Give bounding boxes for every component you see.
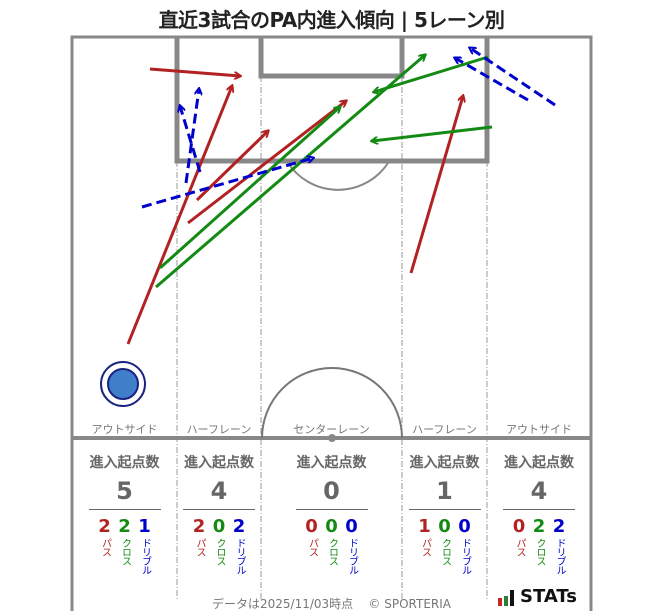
- cross-count: 0: [212, 516, 226, 537]
- dribble-count: 2: [552, 516, 566, 537]
- entry-count-heading: 進入起点数: [184, 455, 254, 471]
- lane-stats-left-outside: 進入起点数 5 2 パス 2 クロス 1 ドリブル: [72, 452, 177, 574]
- pass-count: 2: [98, 516, 111, 537]
- lane-label-left-outside: アウトサイド: [91, 423, 158, 436]
- cross-count: 0: [325, 516, 338, 537]
- pass-label: パス: [99, 538, 111, 556]
- lane-stats-right-outside: 進入起点数 4 0 パス 2 クロス 2 ドリブル: [487, 452, 591, 574]
- dribble-count: 0: [345, 516, 358, 537]
- bar-icon-green: [504, 596, 508, 606]
- bar-icon-red: [498, 598, 502, 606]
- entry-total: 4: [210, 477, 228, 505]
- bar-icon-black: [510, 590, 514, 606]
- cross-count: 0: [438, 516, 451, 537]
- cross-arrow: [374, 55, 489, 92]
- pass-label: パス: [514, 538, 525, 556]
- pass-arrow: [126, 86, 232, 345]
- dribble-label: ドリブル: [554, 538, 565, 574]
- cross-label: クロス: [439, 538, 451, 565]
- dribble-count: 0: [458, 516, 471, 537]
- dribble-arrow: [470, 48, 556, 107]
- dribble-arrow: [184, 89, 199, 184]
- center-spot: [328, 434, 336, 442]
- pass-count: 0: [305, 516, 318, 537]
- pass-label: パス: [419, 538, 431, 556]
- divider: [295, 509, 368, 510]
- dribble-count: 1: [138, 516, 151, 537]
- entry-count-heading: 進入起点数: [504, 455, 574, 471]
- cross-arrow: [372, 125, 493, 141]
- divider: [183, 509, 255, 510]
- lane-label-center: センターレーン: [293, 423, 370, 436]
- type-breakdown: 1 パス 0 クロス 0 ドリブル: [402, 516, 487, 574]
- cross-arrow: [158, 107, 340, 270]
- penalty-arc: [287, 162, 389, 191]
- lane-label-left-halfspace: ハーフレーン: [186, 423, 252, 436]
- type-breakdown: 2 パス 2 クロス 1 ドリブル: [72, 516, 177, 574]
- cross-label: クロス: [326, 538, 338, 565]
- lane-label-right-halfspace: ハーフレーン: [412, 423, 477, 436]
- entry-total: 0: [323, 477, 340, 505]
- stats-brand-logo: STATs: [498, 588, 577, 606]
- type-breakdown: 2 パス 0 クロス 2 ドリブル: [177, 516, 261, 574]
- dribble-count: 2: [232, 516, 246, 537]
- pass-count: 2: [192, 516, 206, 537]
- entry-total: 5: [116, 477, 133, 505]
- lane-stats-right-halfspace: 進入起点数 1 1 パス 0 クロス 0 ドリブル: [402, 452, 487, 574]
- lane-stats-center: 進入起点数 0 0 パス 0 クロス 0 ドリブル: [261, 452, 402, 574]
- pitch-outline: [70, 35, 593, 611]
- pass-arrow: [409, 96, 463, 274]
- entry-arrows: [126, 48, 556, 345]
- dribble-label: ドリブル: [346, 538, 358, 574]
- pass-arrow: [187, 101, 346, 225]
- data-date: データは2025/11/03時点: [211, 597, 354, 611]
- entry-count-heading: 進入起点数: [296, 455, 367, 471]
- cross-count: 2: [118, 516, 131, 537]
- dribble-arrow: [141, 158, 313, 209]
- footer-text: データは2025/11/03時点 © SPORTERIA: [0, 595, 663, 612]
- cross-label: クロス: [119, 538, 131, 565]
- divider: [408, 509, 481, 510]
- entry-count-heading: 進入起点数: [89, 455, 160, 471]
- cross-count: 2: [532, 516, 546, 537]
- cross-label: クロス: [214, 538, 225, 565]
- pass-count: 1: [418, 516, 431, 537]
- type-breakdown: 0 パス 0 クロス 0 ドリブル: [261, 516, 402, 574]
- pass-label: パス: [306, 538, 318, 556]
- dribble-label: ドリブル: [139, 538, 151, 574]
- entry-total: 1: [436, 477, 453, 505]
- center-circle: [261, 367, 403, 439]
- pass-count: 0: [512, 516, 526, 537]
- pass-label: パス: [194, 538, 205, 556]
- lane-stats-left-halfspace: 進入起点数 4 2 パス 0 クロス 2 ドリブル: [177, 452, 261, 574]
- dribble-label: ドリブル: [459, 538, 471, 574]
- chart-title: 直近3試合のPA内進入傾向 | 5レーン別: [158, 8, 505, 32]
- brand-text: STATs: [520, 586, 577, 607]
- type-breakdown: 0 パス 2 クロス 2 ドリブル: [487, 516, 591, 574]
- cross-label: クロス: [534, 538, 545, 565]
- team-logo: [100, 361, 146, 407]
- lane-label-right-outside: アウトサイド: [506, 423, 572, 436]
- divider: [88, 509, 161, 510]
- copyright: © SPORTERIA: [368, 597, 451, 611]
- entry-count-heading: 進入起点数: [409, 455, 480, 471]
- dribble-arrow: [180, 106, 202, 173]
- entry-total: 4: [530, 477, 548, 505]
- penalty-area: [174, 37, 490, 164]
- pass-arrow: [149, 67, 240, 76]
- divider: [503, 509, 575, 510]
- lane-dividers: [176, 76, 488, 600]
- dribble-label: ドリブル: [234, 538, 245, 574]
- goal-area: [258, 37, 405, 79]
